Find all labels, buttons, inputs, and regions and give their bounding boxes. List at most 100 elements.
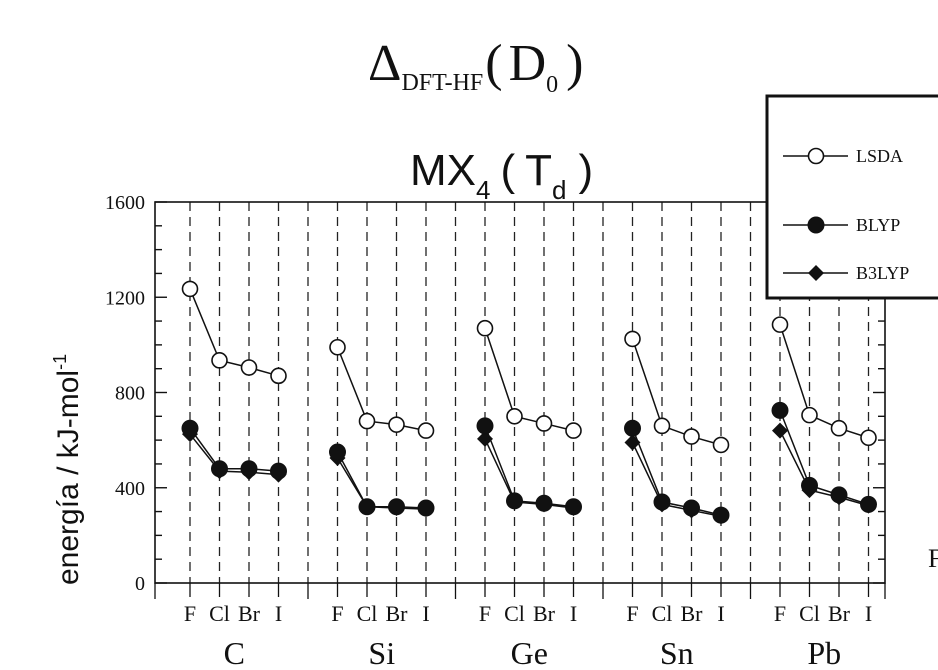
marker-blyp [181, 419, 199, 437]
subtitle-mx: MX [410, 146, 476, 195]
series-line-blyp [189, 427, 279, 472]
marker-lsda [712, 436, 730, 454]
subtitle-paren-close: ) [578, 146, 593, 195]
series-line-blyp [336, 451, 427, 509]
x-tick-label: I [275, 601, 282, 626]
marker-blyp [712, 506, 730, 524]
marker-blyp [270, 462, 287, 480]
marker-blyp [329, 443, 346, 461]
series-line-b3lyp [779, 430, 869, 507]
title-delta-subscript: DFT-HF [401, 70, 483, 96]
series-line-b3lyp [631, 442, 722, 518]
x-tick-label: Br [681, 601, 704, 626]
series-line-blyp [484, 425, 574, 508]
group-label: C [224, 635, 245, 670]
marker-b3lyp [808, 265, 824, 281]
x-tick-label: F [626, 601, 638, 626]
legend: LSDA BLYP B3LYP [765, 94, 938, 300]
x-tick-label: Br [238, 601, 261, 626]
marker-blyp [683, 499, 700, 517]
y-tick-label: 1600 [105, 192, 145, 214]
series-line-blyp [631, 427, 722, 516]
y-tick-label: 800 [115, 383, 145, 405]
marker-lsda [860, 429, 877, 447]
series-line-lsda [336, 346, 427, 432]
marker-lsda [830, 419, 848, 437]
x-tick-label: Cl [652, 601, 673, 626]
marker-blyp [860, 495, 877, 513]
y-axis-label-superscript: -1 [50, 354, 70, 370]
marker-lsda [240, 359, 258, 376]
series-line-b3lyp [189, 433, 279, 476]
marker-lsda [565, 422, 582, 439]
marker-blyp [624, 419, 641, 437]
marker-lsda [476, 319, 494, 337]
x-tick-label: F [331, 601, 343, 626]
x-tick-label: Br [386, 601, 409, 626]
y-tick-label: 1200 [105, 287, 145, 309]
marker-lsda [417, 422, 435, 439]
y-tick-label: 400 [115, 478, 145, 500]
marker-lsda [683, 428, 700, 445]
title-delta: Δ [368, 35, 401, 92]
subtitle-t-subscript: d [552, 175, 566, 205]
marker-b3lyp [772, 422, 788, 439]
legend-label-b3lyp: B3LYP [856, 263, 909, 283]
x-tick-label: F [479, 601, 491, 626]
title-d-subscript: 0 [546, 72, 558, 98]
legend-box [765, 94, 938, 300]
marker-lsda [801, 406, 818, 424]
x-tick-label: F [184, 601, 196, 626]
marker-blyp [506, 492, 523, 510]
y-axis-label-text: energía / kJ-mol [52, 370, 85, 585]
marker-blyp [211, 460, 228, 478]
title-d: D [509, 35, 547, 92]
group-label: Sn [660, 635, 694, 670]
x-tick-label: F [774, 601, 786, 626]
x-tick-label: Cl [209, 601, 230, 626]
marker-lsda [270, 367, 287, 385]
marker-lsda [771, 316, 789, 333]
x-tick-label: I [570, 601, 577, 626]
marker-lsda [807, 147, 825, 165]
series-line-lsda [189, 288, 279, 377]
subtitle-t: T [525, 146, 552, 195]
marker-blyp [801, 476, 818, 494]
series-line-b3lyp [336, 457, 427, 510]
marker-blyp [535, 494, 553, 512]
legend-label-lsda: LSDA [856, 146, 903, 166]
x-tick-label: Br [828, 601, 851, 626]
marker-blyp [240, 460, 258, 478]
marker-blyp [417, 499, 435, 517]
group-label: Ge [511, 635, 548, 670]
subtitle-mx-subscript: 4 [476, 175, 490, 205]
marker-lsda [181, 280, 199, 298]
marker-blyp [476, 417, 494, 435]
marker-blyp [388, 498, 405, 516]
x-tick-label: Cl [357, 601, 378, 626]
series-line-lsda [779, 324, 869, 439]
edge-label: F [928, 544, 938, 573]
x-tick-label: I [865, 601, 872, 626]
x-tick-label: Cl [799, 601, 820, 626]
x-tick-label: Cl [504, 601, 525, 626]
subtitle-paren-open: ( [500, 146, 515, 195]
marker-blyp [807, 216, 825, 234]
chart-title: ΔDFT-HF(D0) [368, 35, 583, 98]
x-tick-label: I [422, 601, 429, 626]
marker-lsda [535, 415, 553, 432]
marker-lsda [506, 408, 523, 425]
group-label: Pb [807, 635, 841, 670]
marker-blyp [653, 493, 671, 511]
marker-lsda [358, 412, 376, 430]
marker-lsda [653, 417, 671, 435]
legend-label-blyp: BLYP [856, 215, 900, 235]
marker-blyp [830, 486, 848, 504]
marker-blyp [771, 401, 789, 419]
series-line-lsda [631, 338, 722, 446]
marker-lsda [329, 338, 346, 356]
title-paren-open: ( [485, 35, 502, 92]
series-line-blyp [779, 410, 869, 506]
chart-subtitle: MX4 (Td) [410, 146, 593, 205]
